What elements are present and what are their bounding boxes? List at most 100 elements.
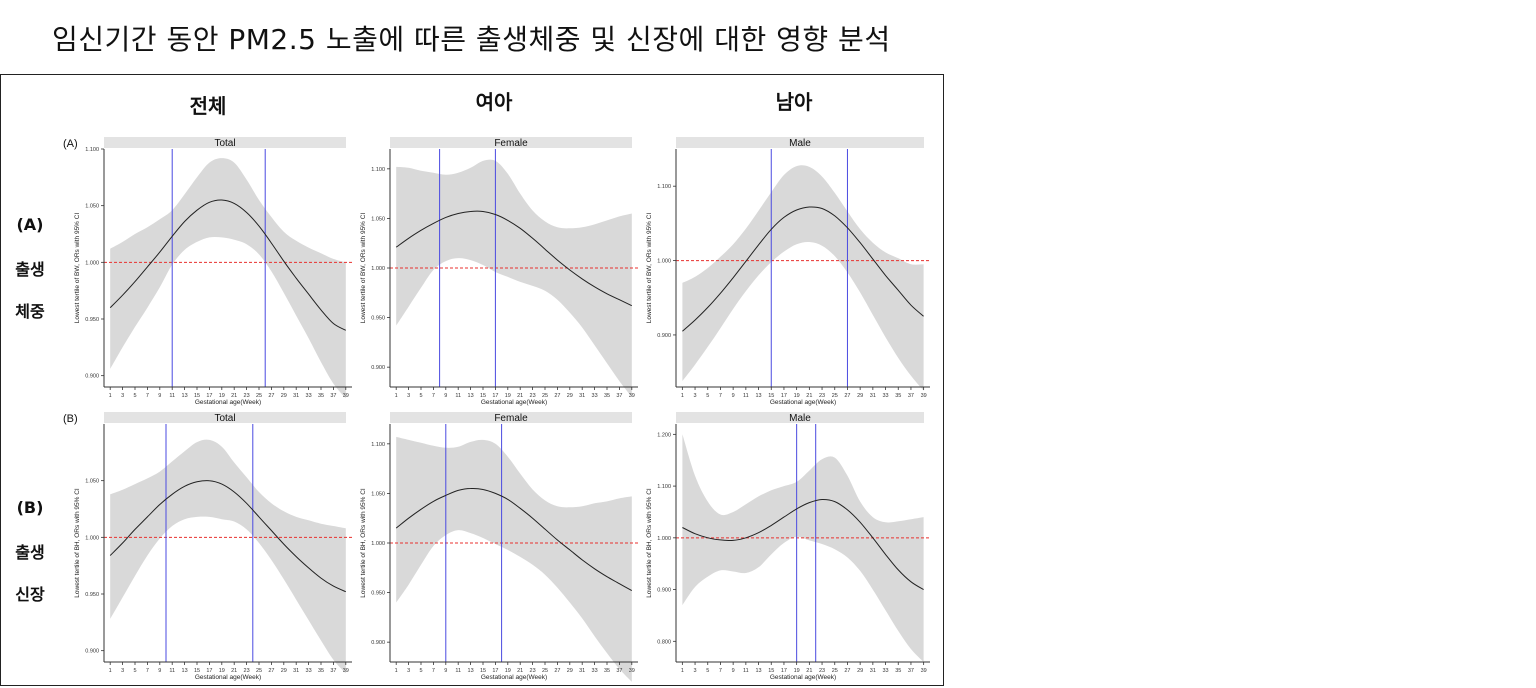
x-tick-label: 19 <box>219 393 225 399</box>
x-tick-label: 29 <box>857 393 863 399</box>
y-tick-label: 0.950 <box>371 316 385 322</box>
x-tick-label: 15 <box>768 668 774 674</box>
row-label-tag: (B) <box>16 498 44 517</box>
x-tick-label: 23 <box>530 668 536 674</box>
x-tick-label: 33 <box>882 393 888 399</box>
x-tick-label: 29 <box>567 393 573 399</box>
x-axis-title: Gestational age(Week) <box>481 399 547 406</box>
x-tick-label: 23 <box>819 668 825 674</box>
x-tick-label: 11 <box>743 393 749 399</box>
y-tick-label: 1.000 <box>657 259 671 265</box>
x-tick-label: 7 <box>719 393 722 399</box>
x-tick-label: 39 <box>343 668 349 674</box>
x-tick-label: 3 <box>407 668 410 674</box>
x-tick-label: 17 <box>492 393 498 399</box>
x-axis-title: Gestational age(Week) <box>481 674 547 681</box>
y-tick-label: 1.050 <box>85 479 99 485</box>
facet-strip <box>390 412 632 423</box>
x-tick-label: 31 <box>870 668 876 674</box>
x-tick-label: 1 <box>681 393 684 399</box>
x-tick-label: 5 <box>706 668 709 674</box>
x-tick-label: 7 <box>432 668 435 674</box>
x-axis-title: Gestational age(Week) <box>195 399 261 406</box>
x-tick-label: 29 <box>857 668 863 674</box>
y-axis-title: Lowest tertile of BW, ORs with 95% CI <box>646 213 653 324</box>
confidence-band <box>110 158 346 399</box>
x-tick-label: 37 <box>330 393 336 399</box>
x-tick-label: 7 <box>432 393 435 399</box>
x-tick-label: 21 <box>806 668 812 674</box>
x-tick-label: 23 <box>819 393 825 399</box>
x-tick-label: 33 <box>306 393 312 399</box>
x-tick-label: 25 <box>256 393 262 399</box>
y-tick-label: 1.000 <box>371 266 385 272</box>
figure-frame <box>0 74 944 686</box>
x-tick-label: 21 <box>231 668 237 674</box>
column-header-female: 여아 <box>475 90 513 114</box>
x-tick-label: 1 <box>681 668 684 674</box>
x-tick-label: 5 <box>706 393 709 399</box>
x-axis-title: Gestational age(Week) <box>770 399 836 406</box>
x-tick-label: 7 <box>146 668 149 674</box>
x-axis-title: Gestational age(Week) <box>195 674 261 681</box>
or-curve <box>395 210 633 307</box>
x-tick-label: 37 <box>616 668 622 674</box>
y-tick-label: 1.100 <box>85 147 99 153</box>
x-tick-label: 31 <box>579 393 585 399</box>
x-tick-label: 11 <box>169 393 175 399</box>
row-label-line2: 체중 <box>15 302 45 321</box>
x-tick-label: 15 <box>480 393 486 399</box>
or-curve <box>682 498 924 591</box>
facet-strip-label: Male <box>789 413 811 424</box>
facet-strip <box>676 137 924 148</box>
facet-strip-label: Total <box>214 138 235 149</box>
x-tick-label: 33 <box>882 668 888 674</box>
row-label-line1: 출생 <box>15 260 45 279</box>
facet-strip <box>104 412 346 423</box>
x-tick-label: 23 <box>530 393 536 399</box>
y-tick-label: 1.100 <box>371 167 385 173</box>
confidence-band <box>682 434 924 662</box>
x-tick-label: 19 <box>505 668 511 674</box>
x-tick-label: 37 <box>330 668 336 674</box>
x-tick-label: 5 <box>419 668 422 674</box>
x-tick-label: 39 <box>629 668 635 674</box>
y-tick-label: 1.000 <box>85 260 99 266</box>
x-tick-label: 29 <box>281 393 287 399</box>
x-tick-label: 1 <box>109 668 112 674</box>
x-tick-label: 11 <box>455 668 461 674</box>
x-tick-label: 1 <box>395 668 398 674</box>
x-tick-label: 35 <box>318 393 324 399</box>
x-tick-label: 31 <box>293 393 299 399</box>
panel-tag-b: (B) <box>63 413 78 425</box>
y-tick-label: 0.900 <box>371 640 385 646</box>
x-tick-label: 15 <box>194 393 200 399</box>
x-tick-label: 19 <box>794 668 800 674</box>
x-axis-title: Gestational age(Week) <box>770 674 836 681</box>
x-tick-label: 13 <box>468 393 474 399</box>
x-tick-label: 9 <box>732 393 735 399</box>
y-axis-title: Lowest tertile of BH, ORs with 95% CI <box>74 488 81 598</box>
y-tick-label: 0.900 <box>85 649 99 655</box>
row-label-line1: 출생 <box>15 543 45 562</box>
x-tick-label: 17 <box>206 393 212 399</box>
x-tick-label: 33 <box>592 668 598 674</box>
x-tick-label: 27 <box>844 668 850 674</box>
x-tick-label: 39 <box>629 393 635 399</box>
facet-strip-label: Female <box>494 413 528 424</box>
x-tick-label: 17 <box>781 668 787 674</box>
y-tick-label: 0.900 <box>371 365 385 371</box>
x-tick-label: 13 <box>755 668 761 674</box>
x-tick-label: 27 <box>268 668 274 674</box>
y-tick-label: 1.000 <box>371 541 385 547</box>
x-tick-label: 21 <box>231 393 237 399</box>
y-tick-label: 0.950 <box>85 592 99 598</box>
x-tick-label: 21 <box>517 393 523 399</box>
x-tick-label: 3 <box>694 668 697 674</box>
x-tick-label: 35 <box>895 393 901 399</box>
column-header-total: 전체 <box>189 94 227 118</box>
x-tick-label: 31 <box>870 393 876 399</box>
x-tick-label: 25 <box>542 393 548 399</box>
